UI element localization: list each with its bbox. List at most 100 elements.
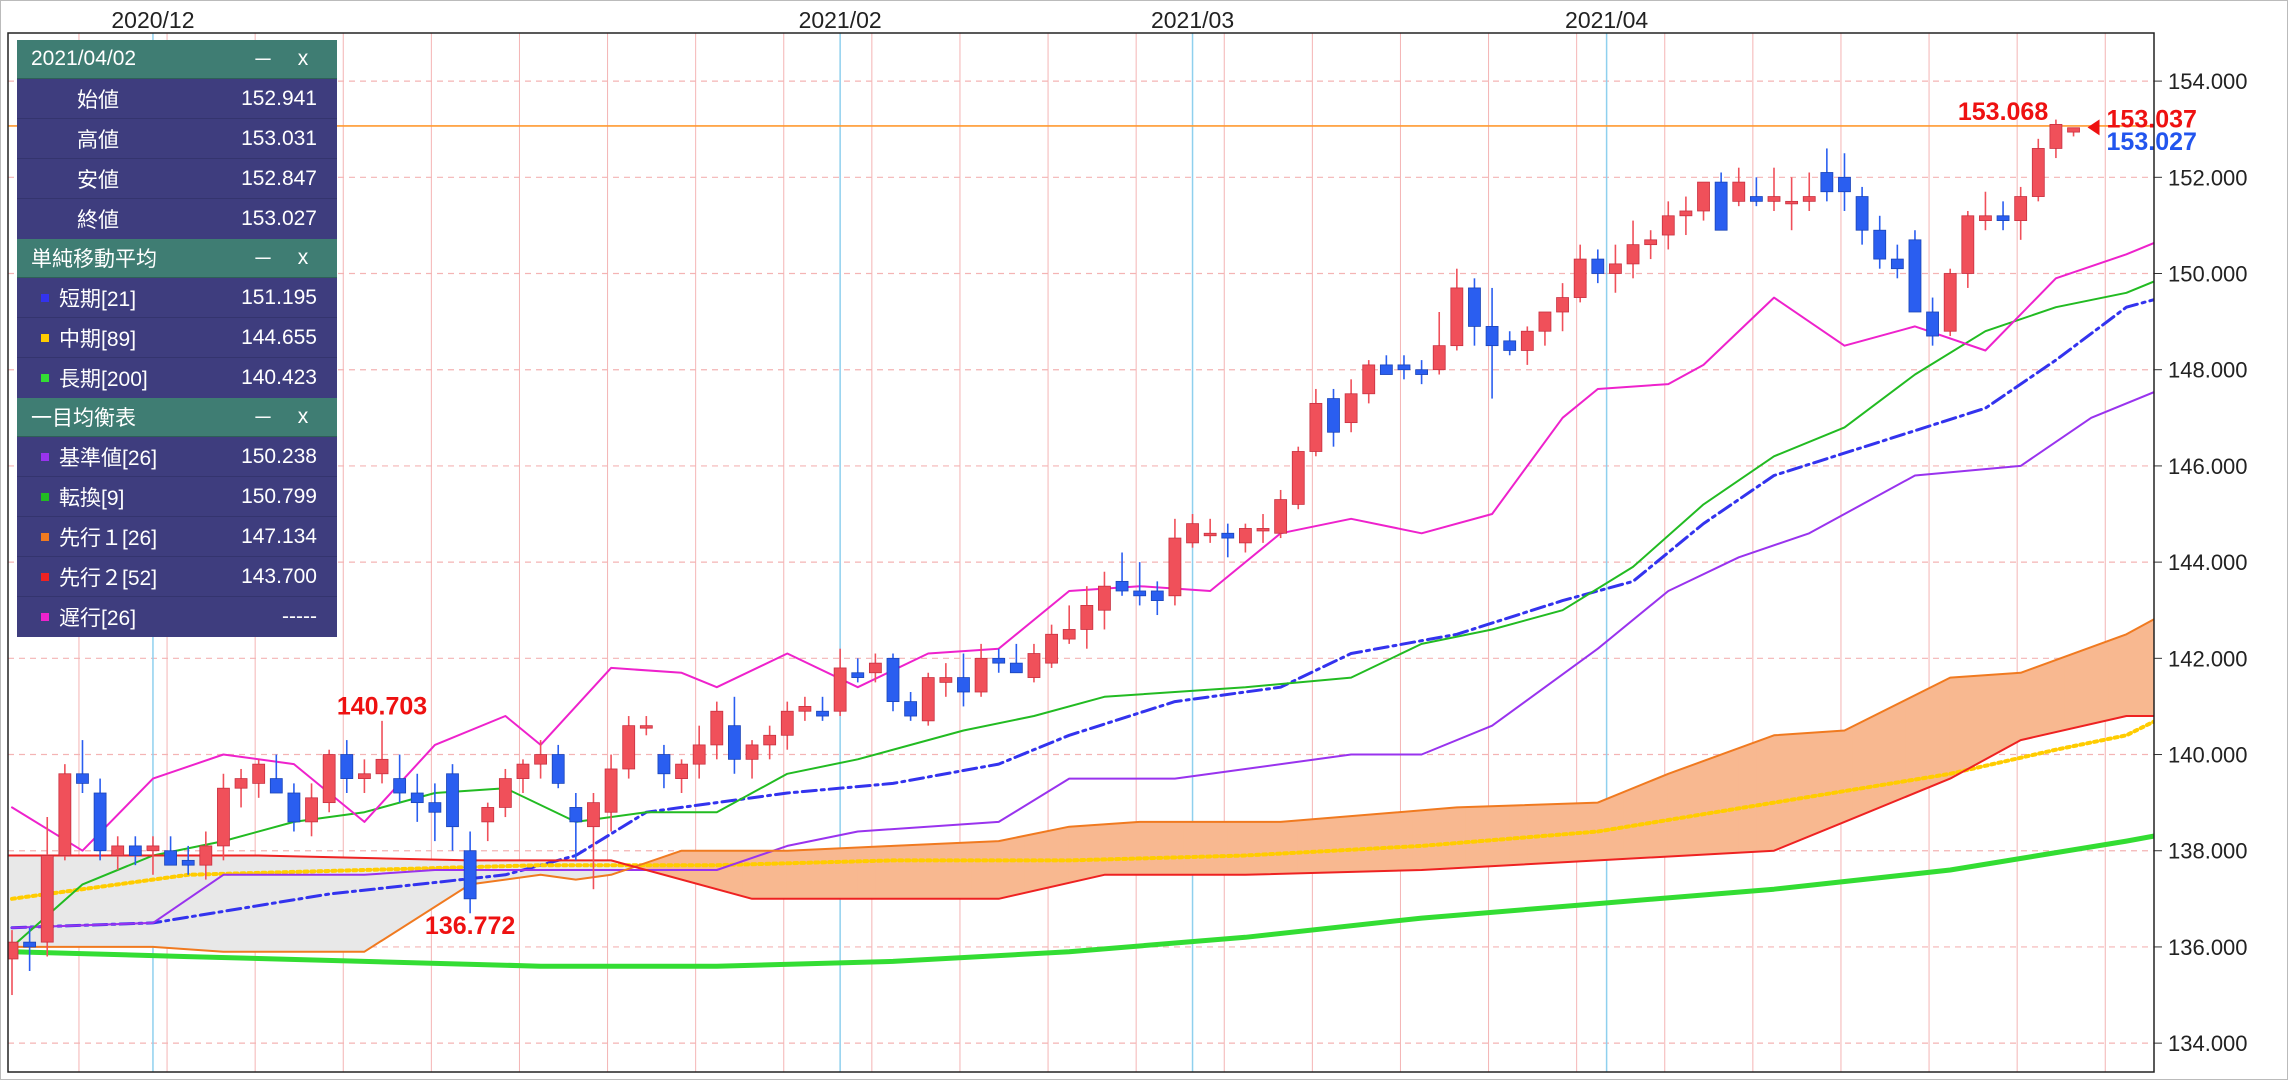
- candle-body: [1450, 287, 1464, 347]
- series-line-遅行26: [11, 241, 2154, 852]
- cloud-segment: [910, 844, 920, 900]
- candle-body: [1697, 181, 1710, 212]
- ichimoku-minimize-button[interactable]: －: [252, 407, 274, 430]
- candle-body: [252, 763, 266, 784]
- candle-body: [1996, 215, 2010, 221]
- candle-body: [1080, 605, 1094, 630]
- ohlc-date: 2021/04/02: [31, 47, 137, 70]
- candle-body: [269, 778, 283, 794]
- cloud-segment: [1403, 810, 1414, 871]
- cloud-segment: [1016, 835, 1026, 896]
- cloud-segment: [1201, 821, 1211, 876]
- month-label: 2021/02: [799, 7, 882, 33]
- cloud-segment: [2276, 576, 2285, 715]
- cloud-segment: [90, 855, 101, 948]
- legend-swatch-icon: [41, 293, 49, 302]
- cloud-segment: [945, 842, 955, 900]
- cloud-segment: [1518, 804, 1528, 865]
- cloud-segment: [963, 841, 973, 900]
- cloud-segment: [99, 855, 110, 948]
- ohlc-label: 始値: [77, 88, 119, 112]
- cloud-segment: [240, 855, 251, 953]
- cloud-segment: [1527, 804, 1537, 865]
- cloud-segment: [1465, 806, 1475, 868]
- candle-body: [2014, 196, 2028, 221]
- plot-border: [7, 32, 2155, 1073]
- cloud-segment: [2126, 628, 2136, 717]
- cloud-segment: [1623, 787, 1634, 860]
- cloud-segment: [1218, 821, 1229, 876]
- candle-body: [1820, 172, 1834, 193]
- ohlc-close-button[interactable]: x: [297, 47, 309, 70]
- ichimoku-row: 遅行[26] -----: [17, 597, 337, 637]
- candle-body: [1926, 311, 1939, 337]
- candle-body: [833, 667, 847, 712]
- candle-body: [1749, 196, 1763, 202]
- candle-body: [1943, 273, 1957, 332]
- ichimoku-label: 遅行[26]: [59, 607, 137, 630]
- cloud-segment: [2143, 619, 2154, 717]
- cloud-segment: [1897, 699, 1907, 801]
- cloud-segment: [1112, 822, 1123, 876]
- cloud-segment: [1377, 812, 1387, 872]
- ohlc-panel-header: 2021/04/02 － x: [17, 40, 337, 79]
- cloud-segment: [892, 845, 903, 900]
- candle-body: [1520, 330, 1534, 351]
- cloud-segment: [126, 855, 136, 948]
- cloud-segment: [1253, 821, 1264, 875]
- sma-row: 短期[21] 151.195: [17, 278, 337, 318]
- candle-body: [675, 763, 688, 779]
- cloud-segment: [760, 850, 770, 900]
- candle-body: [692, 744, 706, 765]
- cloud-segment: [786, 850, 797, 900]
- cloud-segment: [2099, 640, 2110, 723]
- ichimoku-row: 基準値[26] 150.238: [17, 437, 337, 477]
- sma-close-button[interactable]: x: [297, 246, 309, 269]
- ohlc-row: 安値 152.847: [17, 159, 337, 199]
- ichimoku-label: 転換[9]: [59, 486, 125, 510]
- candle-body: [1573, 258, 1587, 298]
- ohlc-label: 高値: [77, 128, 119, 152]
- cloud-segment: [1632, 784, 1643, 859]
- month-label: 2020/12: [111, 7, 194, 33]
- ichimoku-label: 先行２[52]: [59, 566, 158, 590]
- ichimoku-close-button[interactable]: x: [297, 405, 309, 428]
- ichimoku-value: 147.134: [241, 524, 317, 548]
- price-annotation: 136.772: [425, 912, 515, 940]
- series-line-先行１26: [8, 618, 2154, 953]
- ohlc-label: 安値: [77, 168, 119, 192]
- y-tick-label: 144.000: [2168, 550, 2248, 575]
- candle-body: [463, 850, 477, 900]
- cloud-segment: [875, 846, 885, 900]
- ohlc-minimize-button[interactable]: －: [252, 49, 274, 72]
- candle-body: [1203, 532, 1217, 537]
- candle-body: [886, 657, 900, 703]
- label-layer: 134.000 136.000 138.000 140.000 142.000 144.0…: [7, 7, 2248, 1073]
- cloud-segment: [857, 846, 867, 900]
- cloud-segment: [1879, 707, 1889, 808]
- cloud-segment: [1324, 817, 1334, 873]
- y-tick-label: 154.000: [2168, 69, 2248, 94]
- cloud-segment: [1676, 766, 1687, 857]
- cloud-segment: [1192, 821, 1202, 876]
- sma-minimize-button[interactable]: －: [252, 248, 274, 271]
- cloud-segment: [2082, 646, 2092, 727]
- cloud-segment: [1712, 754, 1722, 855]
- cloud-segment: [778, 850, 788, 900]
- candle-body: [1115, 580, 1129, 592]
- cloud-segment: [1121, 822, 1132, 876]
- sma-panel: 短期[21] 151.195 中期[89] 144.655 長期[200] 140.423: [17, 278, 337, 398]
- candle-body: [851, 672, 865, 678]
- cloud-segment: [196, 855, 207, 951]
- candle-body: [234, 778, 248, 789]
- cloud-segment: [152, 855, 163, 948]
- candle-body: [1591, 258, 1605, 274]
- cloud-segment: [161, 855, 171, 949]
- sma-title: 単純移動平均: [31, 248, 157, 271]
- ohlc-row: 始値 152.941: [17, 79, 337, 119]
- cloud-segment: [1985, 674, 1995, 760]
- cloud-segment: [1923, 685, 1933, 790]
- cloud-segment: [1509, 805, 1519, 866]
